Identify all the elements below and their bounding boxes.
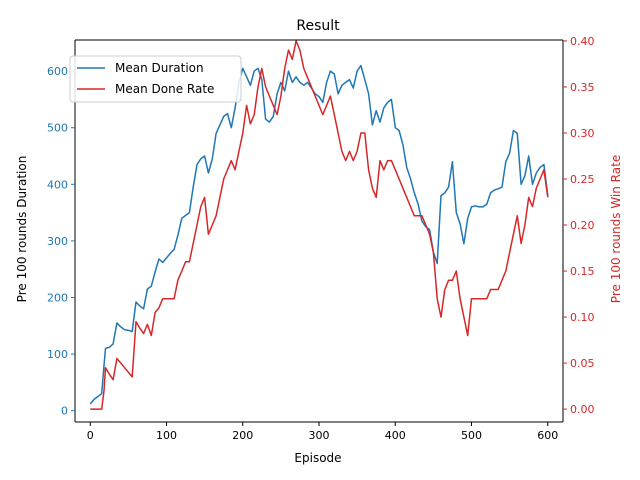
y-left-tick-label: 200	[47, 291, 68, 304]
plot-area: 0 100 200 300 400 500 600 0 100 200 300 400 500 600 0.…	[47, 35, 595, 442]
y-right-tick-label: 0.40	[570, 35, 595, 48]
y-axis-right-label: Pre 100 rounds Win Rate	[609, 155, 623, 303]
series-line-mean-duration	[89, 64, 549, 405]
y-right-tick-label: 0.15	[570, 265, 595, 278]
series-line-mean-done-rate	[90, 40, 549, 410]
y-right-tick-label: 0.35	[570, 81, 595, 94]
x-tick-label: 500	[461, 429, 482, 442]
x-tick-label: 400	[385, 429, 406, 442]
y-left-tick-label: 0	[61, 405, 68, 418]
y-left-tick-label: 100	[47, 348, 68, 361]
y-left-tick-label: 300	[47, 235, 68, 248]
legend-label-duration: Mean Duration	[115, 61, 204, 75]
y-right-tick-label: 0.30	[570, 127, 595, 140]
y-left-tick-label: 400	[47, 178, 68, 191]
legend-box	[69, 55, 242, 103]
y-right-tick-label: 0.20	[570, 219, 595, 232]
x-axis-label: Episode	[294, 451, 341, 465]
y-right-tick-label: 0.25	[570, 173, 595, 186]
y-left-tick-label: 500	[47, 122, 68, 135]
x-tick-label: 300	[309, 429, 330, 442]
x-tick-label: 0	[87, 429, 94, 442]
chart-title: Result	[296, 18, 340, 34]
y-axis-left-label: Pre 100 rounds Duration	[15, 156, 29, 303]
legend: Mean Duration Mean Done Rate	[69, 55, 242, 103]
x-tick-label: 100	[156, 429, 177, 442]
y-right-tick-label: 0.10	[570, 311, 595, 324]
x-tick-label: 200	[232, 429, 253, 442]
y-right-tick-label: 0.00	[570, 403, 595, 416]
y-right-tick-label: 0.05	[570, 357, 595, 370]
legend-label-done-rate: Mean Done Rate	[115, 82, 214, 96]
x-tick-label: 600	[537, 429, 558, 442]
y-left-tick-label: 600	[47, 65, 68, 78]
